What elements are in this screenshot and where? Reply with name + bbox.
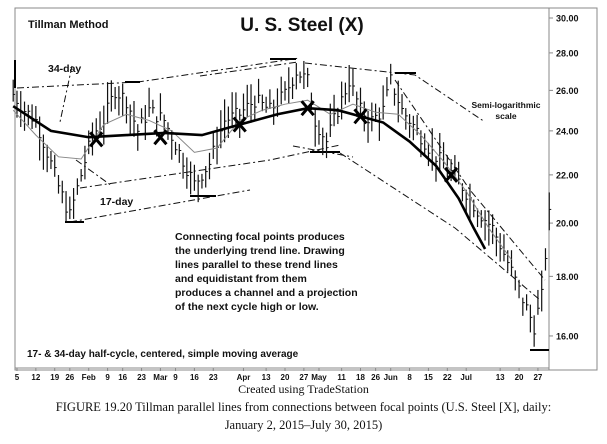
focal-point-x-marker <box>232 116 247 133</box>
chart-frame <box>14 7 598 371</box>
x-tick-label: 13 <box>262 373 271 382</box>
paragraph-line: lines parallel to these trend lines <box>175 259 338 271</box>
y-tick-label: 22.00 <box>556 170 579 180</box>
x-tick-label: 18 <box>356 373 365 382</box>
x-tick-label: 13 <box>496 373 505 382</box>
x-tick-label: Jul <box>460 373 472 382</box>
chart-title: U. S. Steel (X) <box>240 15 364 36</box>
x-tick-label: Feb <box>82 373 96 382</box>
y-tick-label: 26.00 <box>556 86 579 96</box>
x-tick-label: 9 <box>105 373 110 382</box>
trend-line <box>394 79 546 281</box>
y-tick-label: 18.00 <box>556 272 579 282</box>
x-tick-label: 27 <box>533 373 542 382</box>
scale-note-1: Semi-logarithmic <box>472 100 541 110</box>
x-tick-label: 26 <box>65 373 74 382</box>
figure-caption: FIGURE 19.20 Tillman parallel lines from… <box>55 400 552 414</box>
x-tick-label: 9 <box>173 373 178 382</box>
ma34-label: 34-day <box>48 63 81 75</box>
x-tick-label: Mar <box>153 373 167 382</box>
x-tick-label: 23 <box>209 373 218 382</box>
paragraph-line: produces a channel and a projection <box>175 287 358 299</box>
x-tick-label: 5 <box>15 373 20 382</box>
y-tick-label: 16.00 <box>556 331 579 341</box>
figure-caption-dates: January 2, 2015–July 30, 2015) <box>224 418 383 432</box>
x-tick-label: 27 <box>299 373 308 382</box>
trend-line <box>69 189 251 223</box>
x-tick-label: 11 <box>337 373 346 382</box>
x-tick-label: May <box>311 373 327 382</box>
trend-line <box>59 65 73 123</box>
y-tick-label: 20.00 <box>556 219 579 229</box>
paragraph-line: Connecting focal points produces <box>175 231 345 243</box>
paragraph-line: of the next cycle high or low. <box>175 301 319 313</box>
x-tick-label: 15 <box>424 373 433 382</box>
source-note: Created using TradeStation <box>238 382 369 396</box>
trend-line <box>304 62 486 123</box>
paragraph-line: and equidistant from them <box>175 273 307 285</box>
x-tick-label: 20 <box>281 373 290 382</box>
footnote: 17- & 34-day half-cycle, centered, simpl… <box>27 349 299 360</box>
x-tick-label: 19 <box>50 373 59 382</box>
x-tick-label: 16 <box>118 373 127 382</box>
scale-note-2: scale <box>495 111 517 121</box>
y-tick-label: 28.00 <box>556 48 579 58</box>
x-tick-label: 26 <box>371 373 380 382</box>
focal-point-x-marker <box>153 129 168 146</box>
x-tick-label: Apr <box>237 373 251 382</box>
explanation-paragraph: Connecting focal points produces the und… <box>175 231 358 313</box>
x-tick-label: 12 <box>31 373 40 382</box>
focal-point-x-marker <box>300 100 315 117</box>
x-tick-label: 20 <box>515 373 524 382</box>
x-tick-label: Jun <box>384 373 398 382</box>
x-tick-label: 16 <box>190 373 199 382</box>
trend-line <box>199 61 299 77</box>
x-tick-label: 8 <box>407 373 412 382</box>
focal-point-x-marker <box>353 108 368 125</box>
focal-point-x-marker <box>89 131 104 148</box>
focal-point-x-marker <box>443 166 459 183</box>
y-tick-label: 30.00 <box>556 14 579 24</box>
x-tick-label: 22 <box>443 373 452 382</box>
paragraph-line: the underlying trend line. Drawing <box>175 245 345 257</box>
y-tick-label: 24.00 <box>556 126 579 136</box>
ma17-label: 17-day <box>100 196 133 208</box>
x-tick-label: 23 <box>137 373 146 382</box>
trend-line <box>339 152 541 301</box>
trend-line <box>79 144 341 189</box>
corner-label: Tillman Method <box>28 19 108 31</box>
